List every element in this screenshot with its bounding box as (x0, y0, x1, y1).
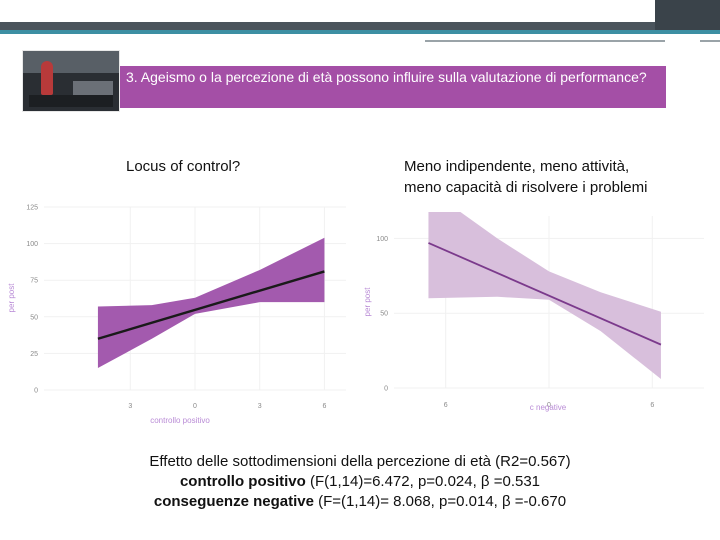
x-tick-label-3: 6 (322, 403, 326, 410)
y-tick-label-2: 100 (376, 236, 388, 243)
results-line3-rest: (F=(1,14)= 8.068, p=0.014, β =-0.670 (313, 493, 567, 510)
x-tick-label-1: 0 (193, 403, 197, 410)
results-line2-bold: controllo positivo (179, 473, 306, 490)
top-corner-block (655, 0, 720, 30)
right-heading: Meno indipendente, meno attività, meno c… (404, 156, 647, 198)
x-tick-label-2: 3 (258, 403, 262, 410)
results-line2-rest: (F(1,14)=6.472, p=0.024, β =0.531 (305, 473, 541, 490)
y-tick-label-1: 25 (30, 351, 38, 358)
confidence-band (428, 212, 661, 380)
x-axis-label: controllo positivo (150, 416, 210, 425)
y-axis-label: per post (363, 287, 372, 317)
header-rule (425, 40, 665, 42)
x-tick-label-2: 6 (650, 402, 654, 409)
y-tick-label-1: 50 (380, 311, 388, 318)
confidence-band (97, 237, 325, 369)
right-heading-line2: meno capacità di risolvere i problemi (404, 179, 648, 196)
right-heading-line1: Meno indipendente, meno attività, (404, 158, 630, 175)
chart-conseguenze-negative: 0 50 100 6 0 6 c negative per post (363, 212, 704, 412)
y-tick-label-4: 100 (26, 241, 38, 248)
gym-photo (22, 50, 120, 112)
slide-title-banner: 3. Ageismo o la percezione di età posson… (120, 66, 666, 108)
y-tick-label-0: 0 (384, 386, 388, 393)
results-line3: conseguenze negative (F=(1,14)= 8.068, p… (50, 492, 670, 512)
y-tick-label-5: 125 (26, 205, 38, 212)
left-heading: Locus of control? (126, 158, 241, 175)
top-band (0, 22, 720, 30)
y-tick-label-3: 75 (30, 278, 38, 285)
x-tick-label-0: 3 (128, 403, 132, 410)
x-tick-label-0: 6 (444, 402, 448, 409)
regression-line (428, 242, 662, 346)
teal-stripe (0, 30, 720, 34)
results-text: Effetto delle sottodimensioni della perc… (50, 452, 670, 512)
results-line2: controllo positivo (F(1,14)=6.472, p=0.0… (50, 472, 670, 492)
chart-controllo-positivo: 0 25 50 75 100 125 3 0 3 6 controllo positivo per p… (7, 205, 346, 425)
header-rule-short (700, 40, 720, 42)
y-axis-label: per post (7, 283, 16, 313)
x-axis-label: c negative (530, 403, 567, 412)
y-tick-label-0: 0 (34, 388, 38, 395)
x-tick-label-1: 0 (547, 402, 551, 409)
results-line3-bold: conseguenze negative (153, 493, 314, 510)
regression-line (97, 270, 325, 340)
slide-top-bar (0, 0, 720, 34)
results-line1: Effetto delle sottodimensioni della perc… (149, 453, 571, 470)
y-tick-label-2: 50 (30, 314, 38, 321)
